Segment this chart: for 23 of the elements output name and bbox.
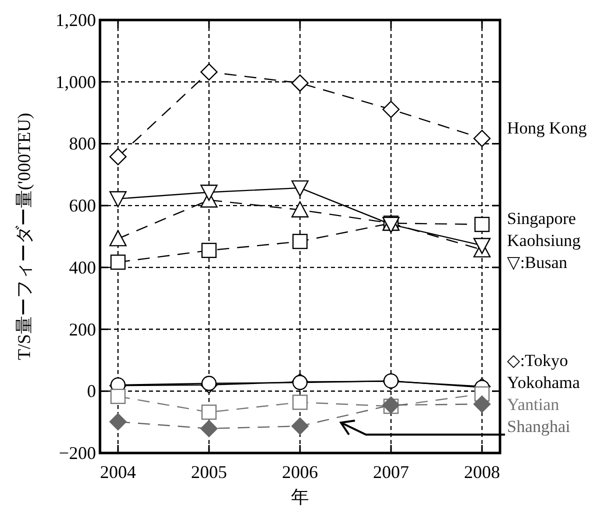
x-axis-title: 年 (291, 487, 309, 507)
legend-label: Yokohama (507, 373, 580, 392)
series-label: Singapore (507, 208, 576, 228)
y-tick-label: 400 (69, 257, 96, 278)
series-label: Kaohsiung (507, 230, 582, 250)
y-axis-title: T/S量ーフィーダー量('000TEU) (14, 112, 34, 360)
x-tick-label: 2008 (464, 462, 500, 482)
series-label: Yantian (507, 395, 560, 414)
y-tick-label: 1,000 (56, 72, 96, 92)
y-tick-label: 1,200 (56, 10, 96, 30)
series-label: Hong Kong (507, 118, 588, 138)
x-tick-label: 2005 (191, 462, 227, 482)
x-tick-label: 2006 (282, 462, 318, 482)
x-tick-label: 2007 (373, 462, 409, 482)
legend-label: ▽:Busan (507, 252, 568, 272)
y-tick-label: −200 (58, 443, 96, 463)
y-tick-label: 200 (69, 319, 96, 340)
series-label: Shanghai (507, 417, 571, 436)
series-label: ◇:Tokyo (507, 351, 568, 370)
y-tick-label: 800 (69, 134, 96, 154)
x-tick-label: 2004 (100, 462, 136, 482)
y-tick-label: 0 (87, 381, 96, 402)
y-tick-label: 600 (69, 196, 96, 216)
